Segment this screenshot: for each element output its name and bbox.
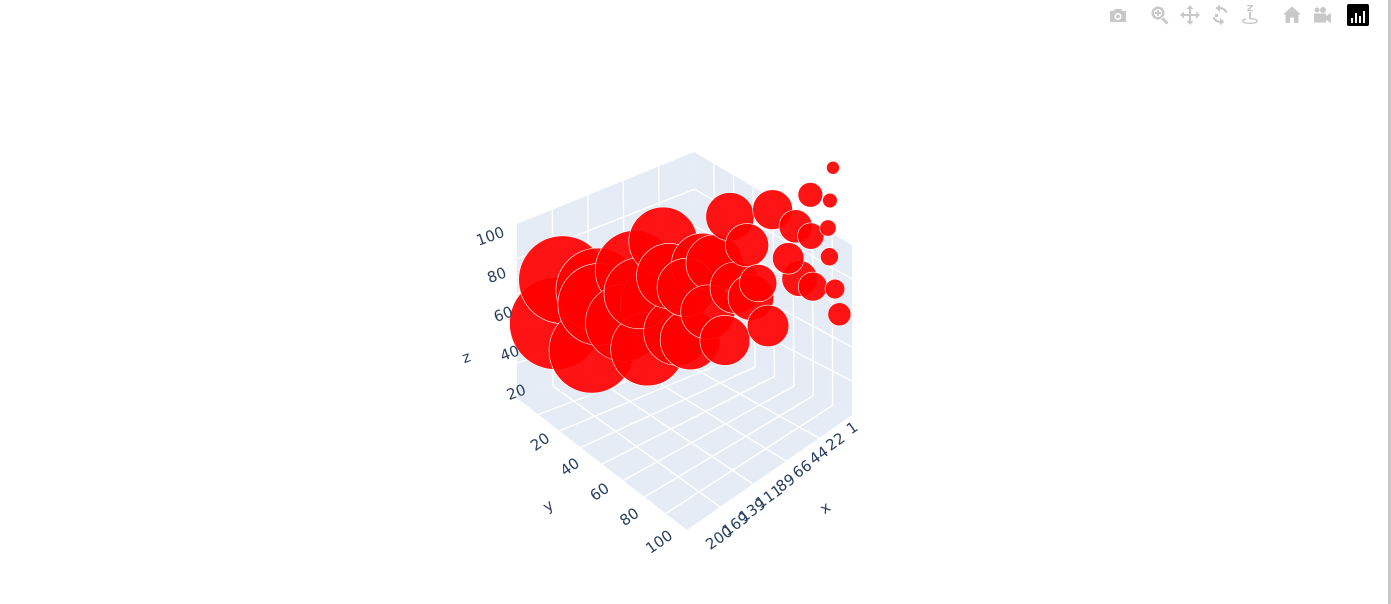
scatter-point[interactable] [827,302,852,327]
grid-line-x [580,366,756,449]
x-tick-label: 1 [843,418,861,438]
home-icon[interactable] [1277,2,1307,28]
x-axis-title: x [816,498,834,518]
scatter-point[interactable] [746,304,790,347]
z-tick-label: 40 [498,342,522,365]
z-tick-label: 60 [491,303,515,326]
grid-line-x [559,356,737,432]
pan-icon[interactable] [1175,2,1205,28]
scatter-point[interactable] [797,182,824,208]
y-tick-label: 60 [587,479,613,505]
grid-line-x [601,375,775,465]
plotly-logo-icon[interactable] [1347,4,1369,26]
modebar-group-export [1103,2,1133,28]
scatter-point[interactable] [819,219,837,237]
camera-view-icon[interactable] [1307,2,1337,28]
grid-line-x [811,221,814,396]
y-axis-title: y [539,496,557,516]
y-tick-label: 40 [557,454,583,480]
grid-line-x [644,395,814,498]
z-axis-title: z [460,347,474,367]
camera-icon[interactable] [1103,2,1133,28]
grid-line-x [622,385,795,482]
scatter-point[interactable] [820,247,839,267]
scatter-point[interactable] [772,242,805,275]
turntable-rotation-icon[interactable] [1235,2,1265,28]
y-tick-label: 100 [642,526,676,557]
modebar-group-camera [1277,2,1337,28]
markers [509,160,852,394]
scatter-point[interactable] [739,264,778,303]
z-tick-label: 80 [485,264,509,287]
zoom-icon[interactable] [1145,2,1175,28]
scatter-point[interactable] [826,160,840,175]
scene-3d: 122446689111139169200x20406080100y204060… [460,152,861,557]
modebar-group-navigation [1145,2,1265,28]
y-tick-label: 20 [527,429,553,455]
orbit-rotation-icon[interactable] [1205,2,1235,28]
grid-line-x [665,404,834,515]
scatter-point[interactable] [725,223,769,268]
y-tick-label: 80 [616,504,642,530]
scatter-point[interactable] [822,192,838,209]
z-tick-label: 100 [474,223,507,250]
scatter-point[interactable] [824,278,846,300]
scatter-point[interactable] [797,271,828,302]
scatter-point[interactable] [797,222,825,250]
scatter-point[interactable] [699,315,751,366]
z-tick-label: 20 [504,381,528,404]
modebar [1091,2,1369,28]
scrollbar[interactable] [1388,0,1391,604]
